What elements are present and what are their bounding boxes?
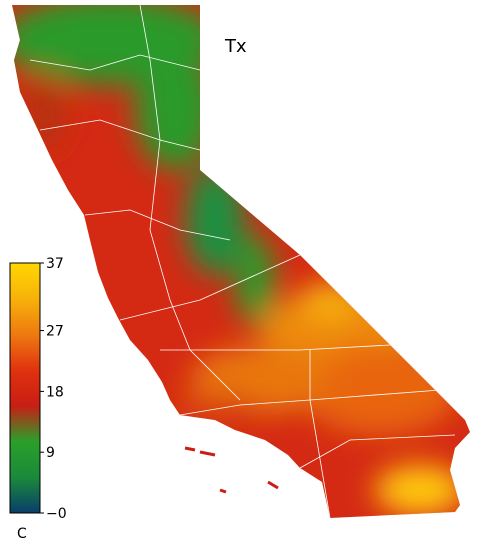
colorbar-tick-label: 27: [46, 324, 64, 340]
channel-islands: [184, 446, 279, 494]
colorbar-tick-label: 9: [46, 445, 55, 461]
colorbar-tick-label: 37: [46, 256, 64, 272]
colorbar-tick-label: 18: [46, 384, 64, 400]
map-title: Tx: [224, 36, 247, 57]
colorbar-tick-label: −0: [46, 506, 67, 522]
colorbar: [9, 262, 41, 514]
colorbar-unit: C: [17, 526, 27, 542]
